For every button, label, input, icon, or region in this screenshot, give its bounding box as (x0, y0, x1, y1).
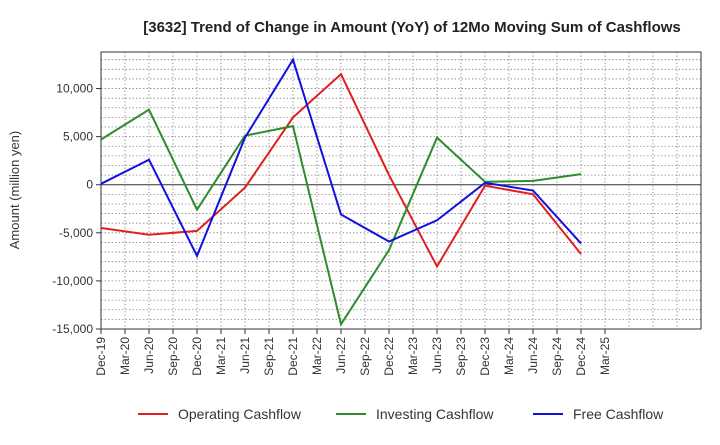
y-tick-label: 10,000 (56, 82, 93, 96)
legend: Operating Cashflow Investing Cashflow Free… (138, 406, 664, 422)
x-tick-label: Dec-22 (382, 337, 396, 376)
free-cashflow-line (100, 57, 582, 259)
y-tick-label: -5,000 (59, 226, 93, 240)
x-tick-label: Sep-22 (358, 337, 372, 376)
x-tick-label: Jun-20 (142, 337, 156, 374)
x-tick-label: Jun-24 (526, 337, 540, 374)
series-lines (100, 57, 582, 327)
x-tick-label: Mar-25 (598, 337, 612, 375)
x-tick-label: Sep-24 (550, 337, 564, 376)
y-tick-label: 5,000 (63, 130, 93, 144)
x-tick-label: Sep-20 (166, 337, 180, 376)
y-axis-title: Amount (million yen) (7, 131, 22, 250)
operating-cashflow-legend-label: Operating Cashflow (178, 406, 302, 422)
operating-cashflow-line (100, 72, 582, 269)
x-tick-label: Mar-23 (406, 337, 420, 375)
plot-area (100, 51, 702, 330)
investing-cashflow-legend-label: Investing Cashflow (376, 406, 494, 422)
x-tick-label: Mar-21 (214, 337, 228, 375)
free-cashflow-legend-label: Free Cashflow (573, 406, 664, 422)
y-tick-label: -10,000 (52, 274, 93, 288)
investing-cashflow-line (100, 108, 582, 327)
x-tick-label: Jun-23 (430, 337, 444, 374)
y-tick-label: 0 (86, 178, 93, 192)
x-tick-label: Dec-21 (286, 337, 300, 376)
x-tick-label: Dec-23 (478, 337, 492, 376)
x-axis: Dec-19 Mar-20 Jun-20 Sep-20 Dec-20 Mar-21 Jun-… (94, 329, 612, 376)
x-tick-label: Dec-24 (574, 337, 588, 376)
grid-lines (100, 52, 702, 330)
y-axis: -15,000 -10,000 -5,000 0 5,000 10,000 (52, 82, 101, 336)
x-tick-label: Mar-22 (310, 337, 324, 375)
x-tick-label: Mar-24 (502, 337, 516, 375)
y-tick-label: -15,000 (52, 322, 93, 336)
x-tick-label: Sep-23 (454, 337, 468, 376)
x-tick-label: Mar-20 (118, 337, 132, 375)
x-tick-label: Dec-19 (94, 337, 108, 376)
chart-title: [3632] Trend of Change in Amount (YoY) o… (143, 19, 681, 36)
x-tick-label: Dec-20 (190, 337, 204, 376)
x-tick-label: Sep-21 (262, 337, 276, 376)
x-tick-label: Jun-21 (238, 337, 252, 374)
x-tick-label: Jun-22 (334, 337, 348, 374)
